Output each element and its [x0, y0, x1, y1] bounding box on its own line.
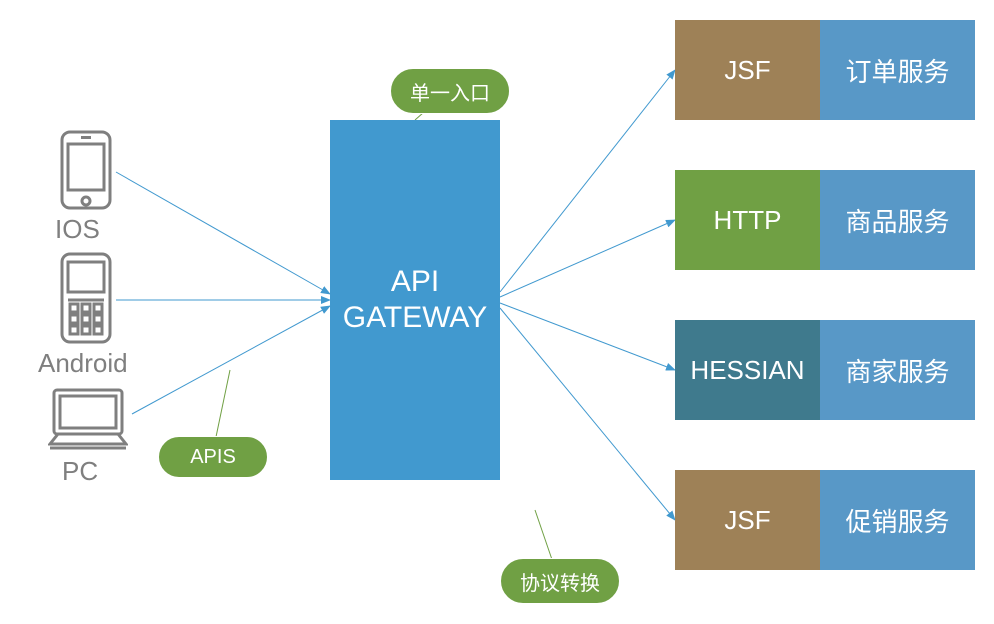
- service-name-merchant: 商家服务: [820, 320, 975, 420]
- arrow-0: [116, 172, 330, 294]
- arrow-6: [500, 308, 675, 520]
- client-label-android: Android: [38, 348, 128, 379]
- service-protocol-order: JSF: [675, 20, 820, 120]
- apis-label: APIS: [190, 446, 236, 469]
- service-name-product: 商品服务: [820, 170, 975, 270]
- diagram-canvas: { "canvas": { "width": 994, "height": 62…: [0, 0, 994, 624]
- gateway-label-line1: API: [343, 264, 487, 300]
- service-protocol-promo: JSF: [675, 470, 820, 570]
- arrow-5: [500, 303, 675, 370]
- phone-icon: [60, 130, 112, 210]
- service-name-order: 订单服务: [820, 20, 975, 120]
- flip-phone-icon: [60, 252, 112, 344]
- gateway-label-line2: GATEWAY: [343, 300, 487, 336]
- service-protocol-merchant: HESSIAN: [675, 320, 820, 420]
- api-gateway-box: API GATEWAY: [330, 120, 500, 480]
- client-label-ios: IOS: [55, 214, 100, 245]
- protocol-convert-pill: 协议转换: [500, 558, 620, 604]
- protocol-convert-label: 协议转换: [520, 567, 600, 596]
- service-name-promo: 促销服务: [820, 470, 975, 570]
- service-protocol-product: HTTP: [675, 170, 820, 270]
- client-label-pc: PC: [62, 456, 98, 487]
- apis-pill: APIS: [158, 436, 268, 478]
- arrow-2: [132, 306, 330, 414]
- single-entry-label: 单一入口: [410, 77, 490, 106]
- laptop-icon: [48, 386, 128, 452]
- single-entry-pill: 单一入口: [390, 68, 510, 114]
